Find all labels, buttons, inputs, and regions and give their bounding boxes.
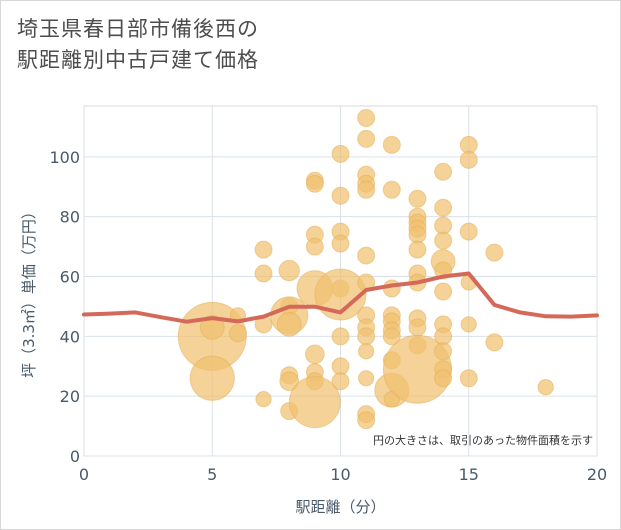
- bubble-point: [459, 150, 478, 169]
- bubble-point: [434, 231, 453, 250]
- bubble-point: [434, 369, 453, 388]
- bubble-point: [331, 372, 350, 391]
- bubble-point: [278, 259, 300, 282]
- bubble-point: [382, 135, 401, 154]
- bubble-point: [434, 198, 453, 217]
- y-tick-label: 80: [60, 208, 80, 227]
- bubble-point: [331, 234, 350, 253]
- bubble-point: [254, 240, 273, 259]
- bubble-point: [305, 174, 324, 193]
- bubble-point: [434, 327, 453, 346]
- y-tick-label: 20: [60, 387, 80, 406]
- chart-title-line-2: 駅距離別中古戸建て価格: [17, 48, 259, 72]
- x-tick-label: 20: [587, 465, 607, 484]
- y-axis-title: 坪（3.3㎡）単価（万円）: [20, 204, 38, 378]
- bubble-point: [408, 240, 427, 259]
- bubble-point: [199, 314, 225, 340]
- bubble-point: [357, 129, 376, 148]
- bubble-point: [357, 108, 376, 127]
- chart-title: 埼玉県春日部市備後西の 駅距離別中古戸建て価格: [17, 14, 259, 76]
- bubble-point: [305, 237, 324, 256]
- bubble-point: [408, 318, 427, 337]
- y-tick-label: 100: [49, 148, 80, 167]
- bubble-point: [331, 357, 350, 376]
- bubble-point: [358, 343, 375, 360]
- x-tick-label: 10: [330, 465, 350, 484]
- bubble-size-note: 円の大きさは、取引のあった物件面積を示す: [373, 433, 593, 447]
- x-tick-label: 5: [207, 465, 217, 484]
- bubble-point: [228, 324, 247, 343]
- x-tick-label: 15: [459, 465, 479, 484]
- bubble-point: [382, 180, 401, 199]
- y-tick-labels: 0 20 40 60 80 100: [49, 148, 80, 466]
- bubble-point: [485, 333, 504, 352]
- chart-title-line-1: 埼玉県春日部市備後西の: [17, 17, 259, 41]
- bubble-point: [459, 222, 478, 241]
- bubble-point: [255, 391, 272, 408]
- bubble-point: [460, 316, 477, 333]
- bubble-point: [254, 264, 273, 283]
- bubble-point: [382, 327, 401, 346]
- bubble-point: [331, 186, 350, 205]
- bubble-point: [408, 225, 427, 244]
- bubble-point: [331, 327, 350, 346]
- bubble-point: [189, 355, 235, 401]
- bubble-point: [357, 327, 376, 346]
- bubble-point: [279, 371, 300, 392]
- bubble-point: [288, 376, 341, 429]
- trend-line: [82, 271, 599, 324]
- bubble-point: [434, 282, 453, 301]
- bubble-point: [357, 246, 376, 265]
- y-tick-label: 0: [70, 447, 80, 466]
- x-tick-labels: 0 5 10 15 20: [79, 465, 607, 484]
- bubble-point: [358, 370, 375, 387]
- bubble-point: [408, 189, 427, 208]
- x-axis-title: 駅距離（分）: [295, 498, 385, 516]
- y-tick-label: 60: [60, 268, 80, 287]
- bubble-point: [537, 379, 554, 396]
- y-tick-label: 40: [60, 327, 80, 346]
- bubble-point: [459, 135, 478, 154]
- bubble-point: [276, 311, 302, 337]
- bubble-point: [305, 344, 325, 365]
- bubble-point: [331, 144, 350, 163]
- x-tick-label: 0: [79, 465, 89, 484]
- bubble-point: [357, 411, 376, 430]
- bubble-point: [485, 243, 504, 262]
- bubble-point: [434, 216, 453, 235]
- bubble-point: [459, 369, 478, 388]
- bubble-point: [314, 268, 367, 321]
- bubble-point: [434, 342, 453, 361]
- bubble-point: [357, 180, 376, 199]
- bubble-point: [434, 162, 453, 181]
